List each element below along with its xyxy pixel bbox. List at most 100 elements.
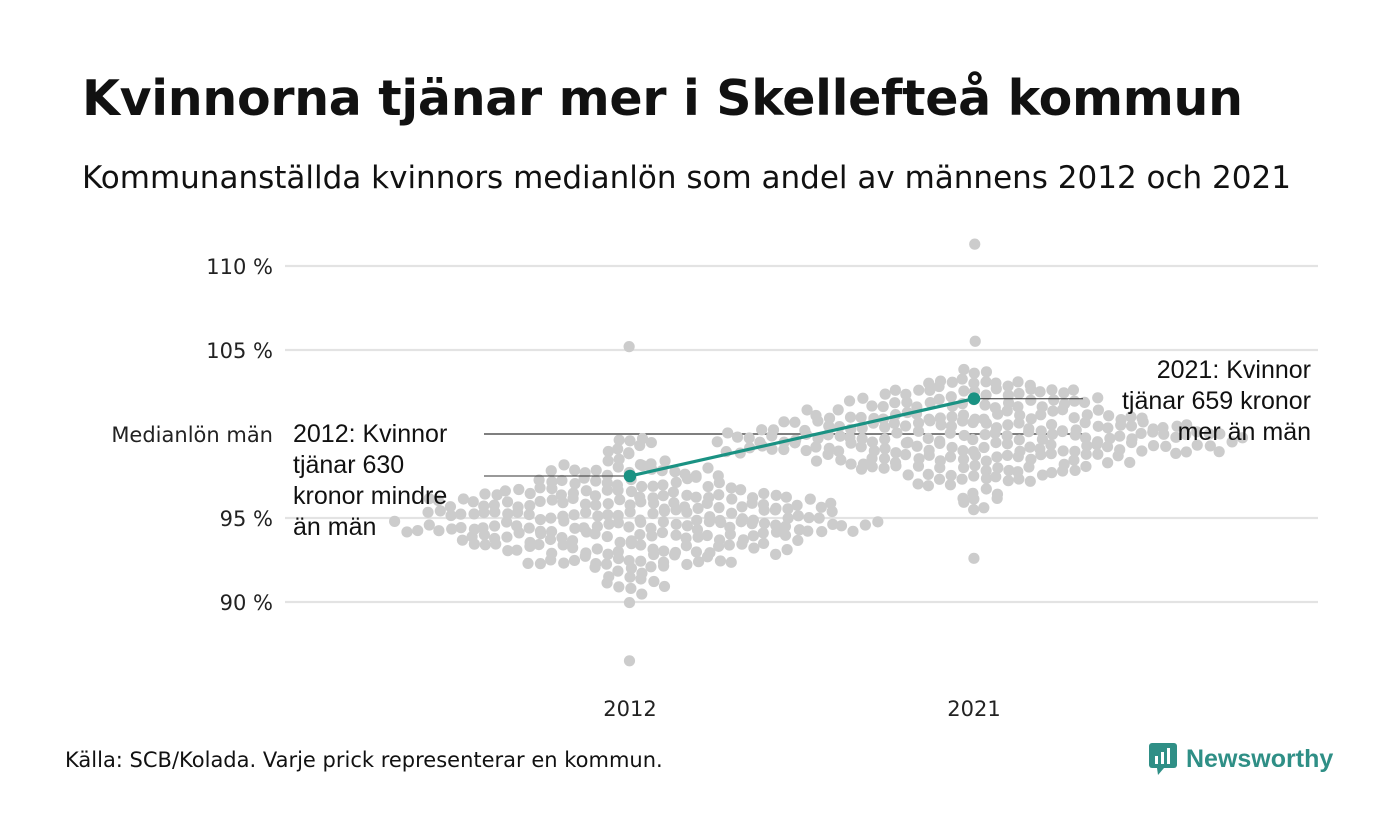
municipality-dot (990, 436, 1002, 449)
municipality-dot (601, 530, 613, 543)
municipality-dot (713, 489, 725, 501)
municipality-dot (866, 461, 878, 473)
municipality-dot (980, 455, 992, 467)
municipality-dot (1081, 440, 1093, 452)
y-tick-label: 110 % (206, 255, 273, 279)
municipality-dot (878, 452, 891, 465)
municipality-dot (1035, 449, 1047, 461)
municipality-dot (501, 516, 513, 528)
municipality-dot (822, 448, 834, 461)
municipality-dot (731, 431, 744, 443)
municipality-dot (1001, 438, 1014, 450)
municipality-dot (1092, 448, 1104, 460)
municipality-dot (1180, 428, 1192, 441)
municipality-dot (969, 449, 982, 461)
municipality-dot (1203, 428, 1215, 440)
municipality-dot (736, 538, 748, 550)
municipality-dot (957, 445, 969, 457)
municipality-dot (933, 393, 945, 405)
municipality-dot (534, 482, 546, 494)
municipality-dot (589, 561, 601, 573)
municipality-dot (843, 395, 856, 407)
municipality-dot (1091, 438, 1103, 451)
municipality-dot (511, 506, 524, 519)
municipality-dot (778, 443, 790, 456)
municipality-dot (580, 506, 592, 519)
municipality-dot (1114, 430, 1126, 442)
municipality-dot (980, 366, 993, 378)
municipality-dot (844, 411, 857, 423)
brand-logo: Newsworthy (1148, 742, 1333, 776)
municipality-dot (455, 522, 467, 534)
municipality-dot (590, 499, 602, 511)
municipality-dot (1013, 387, 1025, 400)
municipality-dot (847, 525, 859, 537)
municipality-dot (793, 524, 806, 536)
municipality-dot (944, 427, 956, 439)
municipality-dot (602, 509, 614, 521)
municipality-dot (558, 557, 570, 569)
municipality-dot (991, 492, 1003, 505)
municipality-dot (1057, 445, 1069, 457)
annotation-line: 2021: Kvinnor (1157, 356, 1311, 384)
municipality-dot (667, 486, 679, 498)
municipality-dot (711, 436, 723, 448)
municipality-dot (978, 502, 990, 514)
municipality-dot (591, 543, 603, 555)
municipality-dot (681, 489, 693, 501)
municipality-dot (569, 478, 581, 490)
municipality-dot (724, 528, 736, 540)
municipality-dot (432, 494, 444, 506)
municipality-dot (1056, 404, 1069, 416)
municipality-dot (625, 582, 637, 595)
municipality-dot (567, 542, 579, 554)
municipality-dot (758, 504, 770, 516)
municipality-dot (511, 544, 523, 556)
municipality-dot (680, 540, 692, 552)
municipality-dot (1204, 440, 1216, 452)
municipality-dot (468, 508, 480, 520)
municipality-dot (478, 506, 490, 519)
municipality-dot (800, 444, 812, 457)
municipality-dot (634, 528, 646, 541)
municipality-dot (922, 432, 934, 445)
municipality-dot (980, 376, 992, 388)
municipality-dot (747, 530, 759, 542)
municipality-dot (1147, 440, 1160, 452)
municipality-dot (612, 552, 625, 565)
municipality-dot (978, 441, 990, 454)
municipality-dot (956, 473, 968, 485)
municipality-dot (866, 452, 878, 464)
municipality-dot (980, 472, 993, 485)
municipality-dot (523, 508, 535, 521)
municipality-dot (690, 546, 703, 558)
municipality-dot (968, 470, 980, 482)
municipality-dot (979, 428, 991, 441)
annotations: 2012: Kvinnor tjänar 630 kronor mindre än m… (293, 356, 1311, 541)
municipality-dot (792, 534, 804, 547)
municipality-dot (691, 514, 703, 526)
x-axis-tick-labels: 2012 2021 (603, 697, 1000, 721)
municipality-dot (934, 437, 946, 449)
municipality-dot (1092, 392, 1104, 404)
gridlines (285, 264, 1318, 604)
municipality-dot (1002, 380, 1014, 392)
municipality-dot (1002, 475, 1014, 487)
municipality-dot (879, 443, 891, 455)
municipality-dot (524, 540, 536, 553)
municipality-dot (922, 480, 934, 492)
municipality-dot (634, 439, 646, 452)
municipality-dot (736, 501, 748, 513)
municipality-dot (444, 501, 457, 513)
municipality-dot (770, 526, 783, 538)
municipality-dot (569, 464, 581, 476)
municipality-dot (600, 558, 613, 570)
x-tick-label: 2021 (947, 697, 1000, 721)
municipality-dot (1080, 448, 1092, 460)
municipality-dot (756, 424, 768, 436)
municipality-dot (958, 461, 970, 474)
municipality-dot (590, 475, 602, 487)
municipality-dot (899, 420, 912, 432)
municipality-dot (845, 458, 857, 470)
municipality-dot (1103, 410, 1115, 422)
